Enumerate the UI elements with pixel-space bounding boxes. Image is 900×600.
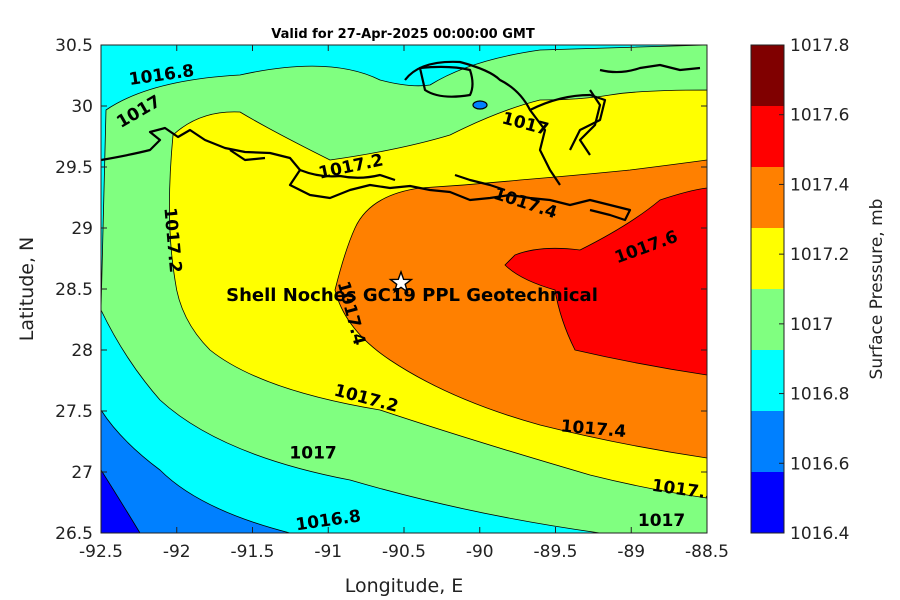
x-tick-label: -92.5	[79, 542, 123, 562]
x-tick-label: -88.5	[685, 542, 729, 562]
colorbar-tick-label: 1017.8	[790, 36, 849, 56]
coastline	[101, 60, 701, 222]
colorbar-tick-label: 1017.6	[790, 106, 849, 126]
x-tick-label: -89	[617, 542, 645, 562]
colorbar-swatch	[751, 228, 784, 289]
y-tick-label: 27.5	[55, 402, 93, 422]
lake-icon	[472, 100, 488, 110]
colorbar-tick-label: 1016.4	[790, 524, 849, 544]
colorbar-swatch	[751, 411, 784, 472]
colorbar: 1017.8 1017.6 1017.4 1017.2 1017 1016.8 1016.6…	[750, 36, 849, 544]
y-axis-label: Latitude, N	[16, 237, 38, 342]
x-tick-label: -90.5	[382, 542, 426, 562]
colorbar-swatch	[751, 289, 784, 350]
y-tick-label: 30.5	[55, 36, 93, 56]
x-axis-ticks: -92.5 -92 -91.5 -91 -90.5 -90 -89.5 -89 -88.5	[79, 45, 729, 562]
y-tick-label: 27	[71, 463, 93, 483]
colorbar-tick-label: 1016.6	[790, 454, 849, 474]
colorbar-swatch	[751, 106, 784, 167]
colorbar-label: Surface Pressure, mb	[867, 199, 887, 380]
y-tick-label: 30	[71, 97, 93, 117]
colorbar-frame	[750, 44, 785, 534]
x-tick-label: -91	[314, 542, 342, 562]
colorbar-tick-label: 1017.4	[790, 175, 849, 195]
x-tick-label: -91.5	[231, 542, 275, 562]
colorbar-swatch	[751, 167, 784, 228]
x-tick-label: -90	[466, 542, 494, 562]
colorbar-swatch	[751, 350, 784, 411]
contour-label: 1017	[638, 511, 685, 531]
site-label: Shell Noches GC19 PPL Geotechnical	[226, 285, 598, 306]
y-tick-label: 28	[71, 341, 93, 361]
y-tick-label: 29	[71, 219, 93, 239]
y-tick-label: 29.5	[55, 158, 93, 178]
y-tick-label: 26.5	[55, 524, 93, 544]
x-axis-label: Longitude, E	[345, 575, 464, 597]
star-icon	[388, 269, 414, 294]
x-tick-label: -92	[163, 542, 191, 562]
y-axis-ticks: 30.5 30 29.5 29 28.5 28 27.5 27 26.5	[55, 36, 707, 544]
contour-label: 1017	[289, 444, 336, 464]
y-tick-label: 28.5	[55, 280, 93, 300]
map-title: Valid for 27-Apr-2025 00:00:00 GMT	[271, 27, 535, 42]
colorbar-swatch	[751, 45, 784, 106]
x-tick-label: -89.5	[534, 542, 578, 562]
site-marker: Shell Noches GC19 PPL Geotechnical	[226, 269, 598, 306]
colorbar-tick-label: 1017.2	[790, 245, 849, 265]
colorbar-swatch	[751, 472, 784, 533]
colorbar-tick-label: 1016.8	[790, 385, 849, 405]
colorbar-tick-label: 1017	[790, 315, 833, 335]
